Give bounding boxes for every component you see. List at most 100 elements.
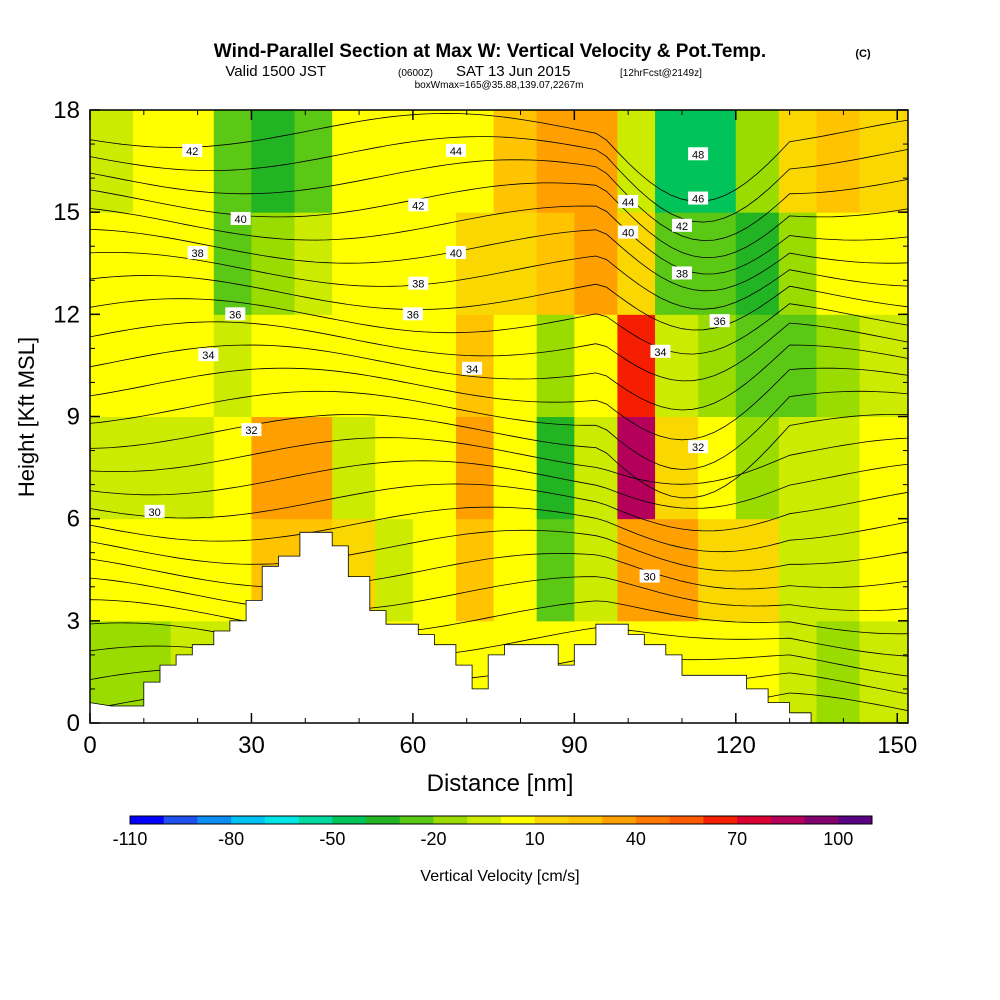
contour-label-text: 48 bbox=[692, 149, 704, 161]
velocity-cell bbox=[251, 110, 295, 213]
pot-temp-contour-line bbox=[89, 576, 909, 612]
pot-temp-contour-line bbox=[89, 552, 909, 590]
y-tick-label: 18 bbox=[53, 97, 80, 124]
contour-label: 38 bbox=[408, 276, 429, 291]
x-tick-label: 0 bbox=[83, 732, 96, 759]
colorbar-label: Vertical Velocity [cm/s] bbox=[420, 868, 579, 885]
contour-label: 46 bbox=[688, 191, 709, 206]
velocity-cell bbox=[213, 110, 252, 213]
pot-temp-contour-line bbox=[89, 483, 909, 532]
velocity-cell bbox=[816, 518, 861, 622]
contour-label: 34 bbox=[650, 344, 671, 359]
contour-label: 42 bbox=[408, 198, 429, 212]
velocity-cell bbox=[294, 212, 333, 315]
velocity-cell bbox=[294, 416, 333, 520]
velocity-cell bbox=[778, 212, 818, 315]
contour-label-text: 34 bbox=[466, 364, 478, 376]
colorbar-swatch bbox=[231, 816, 266, 824]
velocity-cell bbox=[90, 110, 134, 213]
valid-date: SAT 13 Jun 2015 bbox=[456, 63, 571, 80]
velocity-cell bbox=[655, 314, 699, 417]
contour-label: 38 bbox=[187, 246, 208, 260]
contour-label: 38 bbox=[671, 266, 692, 280]
x-tick-label: 30 bbox=[238, 732, 265, 759]
velocity-cell bbox=[332, 314, 376, 417]
pot-temp-contour-line bbox=[89, 229, 909, 292]
colorbar-swatch bbox=[770, 816, 805, 824]
contour-label-text: 34 bbox=[654, 347, 666, 359]
pot-temp-contour-line bbox=[89, 460, 909, 509]
velocity-cell bbox=[294, 110, 333, 213]
velocity-cell bbox=[816, 212, 861, 315]
colorbar-swatch bbox=[366, 816, 401, 824]
contour-label: 32 bbox=[688, 440, 709, 454]
velocity-cell bbox=[455, 518, 495, 622]
velocity-cell bbox=[90, 212, 134, 315]
x-tick-label: 120 bbox=[716, 732, 756, 759]
colorbar-swatch bbox=[501, 816, 536, 824]
velocity-cell bbox=[170, 212, 215, 315]
y-tick-label: 12 bbox=[53, 301, 80, 328]
velocity-cell bbox=[170, 110, 215, 213]
contour-label-bg bbox=[462, 361, 483, 375]
velocity-cell bbox=[412, 518, 457, 622]
colorbar-tick-label: 100 bbox=[823, 829, 853, 849]
contour-label: 30 bbox=[639, 569, 660, 584]
velocity-cell bbox=[133, 416, 172, 520]
contour-label-text: 32 bbox=[692, 442, 704, 454]
colorbar-swatch bbox=[602, 816, 637, 824]
y-tick-label: 3 bbox=[67, 608, 80, 635]
velocity-cell bbox=[698, 212, 737, 315]
velocity-cell bbox=[735, 518, 780, 622]
contour-label-bg bbox=[688, 191, 709, 205]
velocity-cell bbox=[493, 314, 538, 417]
velocity-cell bbox=[493, 212, 538, 315]
colorbar-swatch bbox=[804, 816, 839, 824]
colorbar-swatch bbox=[399, 816, 434, 824]
contour-label-bg bbox=[198, 348, 219, 362]
velocity-cell bbox=[778, 314, 818, 417]
velocity-cell bbox=[778, 416, 818, 520]
chart-title: Wind-Parallel Section at Max W: Vertical… bbox=[214, 41, 766, 62]
velocity-cell bbox=[816, 314, 861, 417]
colorbar-tick-label: -50 bbox=[319, 829, 345, 849]
contour-label: 36 bbox=[402, 307, 423, 321]
contour-label-bg bbox=[618, 194, 639, 208]
pot-temp-contour-line bbox=[89, 599, 909, 635]
contour-label-bg bbox=[408, 276, 429, 290]
velocity-cell bbox=[655, 416, 699, 520]
contour-label-bg bbox=[671, 218, 692, 232]
contour-label-text: 38 bbox=[676, 268, 688, 280]
velocity-cell bbox=[455, 212, 495, 315]
colorbar-swatch bbox=[298, 816, 333, 824]
colorbar-tick-label: 70 bbox=[727, 829, 747, 849]
contour-label-text: 40 bbox=[450, 248, 462, 260]
velocity-cell bbox=[735, 314, 780, 417]
velocity-cell bbox=[816, 416, 861, 520]
velocity-cell bbox=[133, 110, 172, 213]
contour-label: 40 bbox=[445, 246, 466, 260]
velocity-cell bbox=[90, 518, 134, 622]
contour-label: 36 bbox=[709, 314, 730, 328]
velocity-cell bbox=[170, 518, 215, 622]
velocity-cell bbox=[213, 314, 252, 417]
colorbar-swatch bbox=[669, 816, 704, 824]
valid-utc: (0600Z) bbox=[398, 68, 433, 79]
colorbar-tick-label: -80 bbox=[218, 829, 244, 849]
contour-label-bg bbox=[650, 344, 671, 358]
velocity-cell bbox=[859, 314, 909, 417]
velocity-cell bbox=[375, 212, 414, 315]
pot-temp-contour-line bbox=[89, 390, 909, 470]
velocity-cell bbox=[536, 314, 575, 417]
pot-temp-contour-line bbox=[89, 529, 909, 572]
velocity-cell bbox=[816, 110, 861, 213]
colorbar-tick-label: -20 bbox=[421, 829, 447, 849]
contour-label-bg bbox=[144, 504, 165, 518]
contour-label-bg bbox=[445, 246, 466, 260]
pot-temp-contours bbox=[89, 112, 909, 724]
x-tick-label: 150 bbox=[877, 732, 917, 759]
contour-label: 40 bbox=[618, 225, 639, 240]
pot-temp-contour-line bbox=[89, 182, 909, 259]
contour-label-text: 32 bbox=[245, 425, 257, 437]
